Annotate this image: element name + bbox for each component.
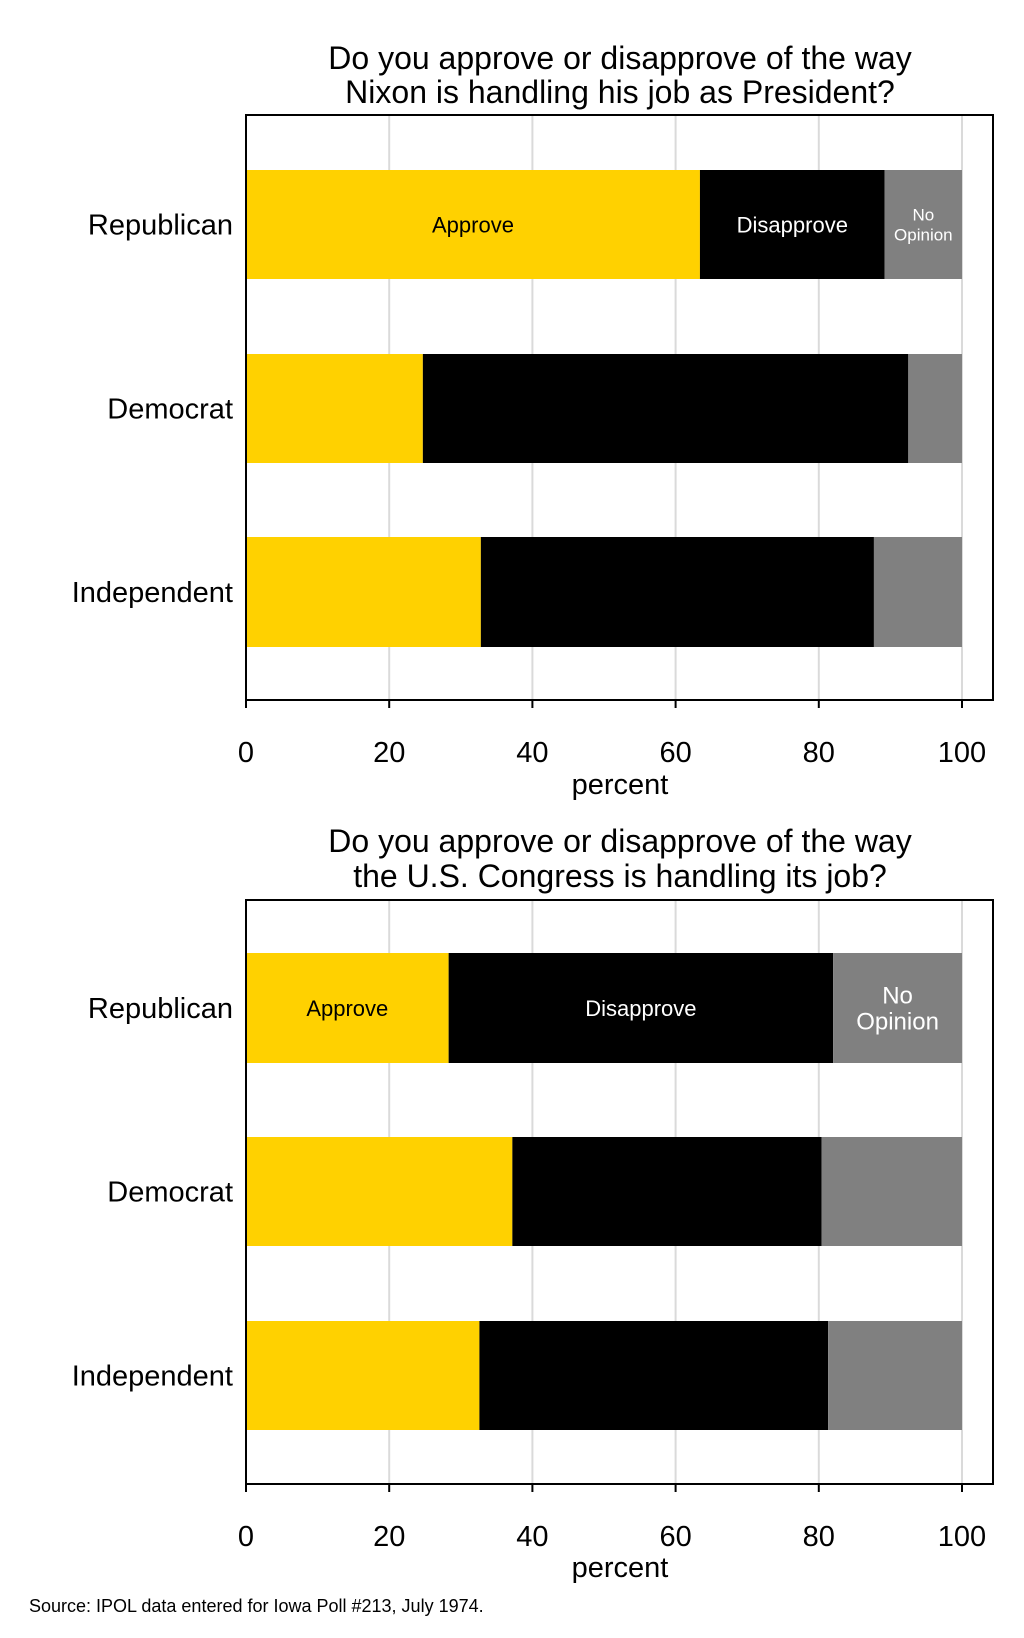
bar-no-opinion-republican — [833, 953, 962, 1063]
segment-label: Approve — [432, 213, 514, 238]
x-tick-label: 80 — [803, 1521, 835, 1553]
x-tick-label: 80 — [803, 737, 835, 769]
x-axis-label: percent — [572, 1552, 669, 1584]
bar-approve-republican — [246, 953, 449, 1063]
chart-title: Nixon is handling his job as President? — [345, 74, 895, 110]
bar-disapprove-republican — [448, 953, 834, 1063]
bar-no-opinion-independent — [828, 1321, 962, 1430]
chart-title: the U.S. Congress is handling its job? — [353, 858, 887, 894]
chart-title: Do you approve or disapprove of the way — [328, 40, 911, 76]
category-label: Republican — [88, 210, 233, 242]
bar-disapprove-democrat — [512, 1137, 822, 1246]
bar-approve-democrat — [246, 354, 423, 463]
plot-frame — [245, 114, 994, 701]
bar-approve-republican — [246, 170, 700, 279]
x-tick-label: 60 — [659, 737, 691, 769]
bar-disapprove-republican — [699, 170, 885, 279]
segment-label: No — [882, 982, 913, 1009]
bar-disapprove-independent — [480, 537, 874, 647]
x-tick-label: 60 — [659, 1521, 691, 1553]
x-tick-label: 0 — [238, 737, 254, 769]
x-axis-label: percent — [572, 769, 669, 801]
plot-frame — [245, 899, 994, 1485]
chart-title: Do you approve or disapprove of the way — [328, 823, 911, 859]
segment-label: No — [912, 205, 934, 224]
segment-label: Opinion — [856, 1008, 939, 1035]
bar-disapprove-democrat — [422, 354, 909, 463]
category-label: Republican — [88, 993, 233, 1025]
category-label: Democrat — [107, 1177, 233, 1209]
bar-no-opinion-republican — [884, 170, 962, 279]
x-tick-label: 40 — [516, 1521, 548, 1553]
bar-no-opinion-democrat — [908, 354, 962, 463]
source-note: Source: IPOL data entered for Iowa Poll … — [29, 1596, 484, 1616]
bar-no-opinion-democrat — [821, 1137, 962, 1246]
bar-approve-independent — [246, 537, 481, 647]
bar-no-opinion-independent — [873, 537, 962, 647]
x-tick-label: 100 — [938, 1521, 986, 1553]
bar-approve-independent — [246, 1321, 480, 1430]
x-tick-label: 100 — [938, 737, 986, 769]
segment-label: Approve — [306, 996, 388, 1021]
x-tick-label: 20 — [373, 1521, 405, 1553]
category-label: Independent — [72, 1361, 233, 1393]
x-tick-label: 40 — [516, 737, 548, 769]
category-label: Democrat — [107, 394, 233, 426]
category-label: Independent — [72, 577, 233, 609]
segment-label: Disapprove — [585, 996, 696, 1021]
segment-label: Disapprove — [737, 213, 848, 238]
bar-approve-democrat — [246, 1137, 513, 1246]
bar-disapprove-independent — [479, 1321, 829, 1430]
x-tick-label: 0 — [238, 1521, 254, 1553]
segment-label: Opinion — [894, 225, 953, 244]
x-tick-label: 20 — [373, 737, 405, 769]
